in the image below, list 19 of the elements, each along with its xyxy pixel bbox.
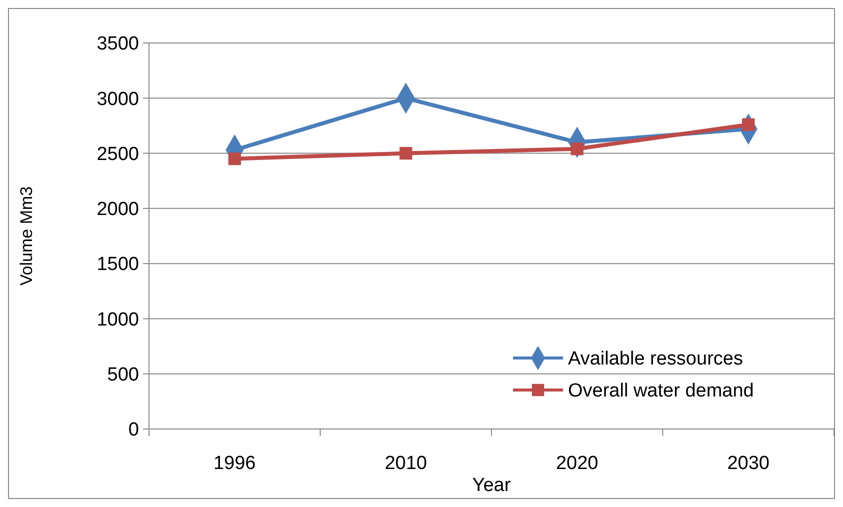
legend-label: Overall water demand (568, 380, 754, 402)
y-axis-title: Volume Mm3 (17, 186, 36, 286)
y-tick-label: 3500 (96, 34, 139, 55)
y-tick-label: 2500 (96, 144, 139, 165)
x-tick-label: 1996 (213, 453, 256, 474)
y-tick-label: 2000 (96, 199, 139, 220)
x-axis-title: Year (472, 475, 512, 496)
x-tick-label: 2020 (556, 453, 598, 474)
legend-label: Available ressources (568, 348, 743, 370)
y-tick-label: 0 (128, 420, 139, 441)
y-tick-label: 1500 (96, 254, 139, 276)
x-tick-label: 2030 (727, 453, 770, 474)
y-tick-label: 3000 (96, 88, 139, 110)
y-tick-label: 1000 (96, 309, 139, 330)
x-tick-label: 2010 (384, 453, 428, 474)
point (228, 152, 241, 166)
point (570, 142, 584, 156)
point (400, 146, 412, 160)
y-tick-label: 500 (107, 364, 139, 386)
